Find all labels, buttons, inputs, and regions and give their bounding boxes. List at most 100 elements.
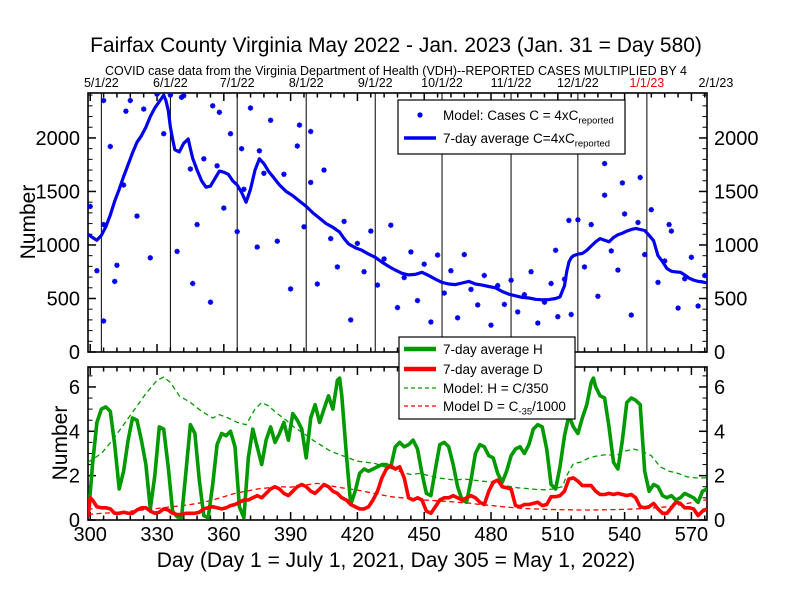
circle xyxy=(108,145,112,148)
date-label: 6/1/22 xyxy=(153,76,188,90)
case-point xyxy=(495,282,501,289)
circle xyxy=(148,256,152,260)
y-tick-label-right: 2 xyxy=(714,466,725,488)
circle xyxy=(509,278,513,282)
case-point xyxy=(147,255,154,261)
case-point xyxy=(648,206,654,213)
case-point xyxy=(475,302,481,308)
case-point xyxy=(408,249,414,255)
case-point xyxy=(655,279,661,286)
circle xyxy=(95,269,99,273)
case-point xyxy=(666,221,672,228)
case-point xyxy=(515,309,521,315)
circle xyxy=(416,299,419,303)
circle xyxy=(262,171,266,175)
case-point xyxy=(216,109,223,116)
circle xyxy=(569,313,573,316)
case-point xyxy=(642,251,648,258)
h-avg-line xyxy=(88,376,707,520)
case-point xyxy=(261,170,267,177)
x-axis-label: Day (Day 1 = July 1, 2021, Day 305 = May… xyxy=(156,549,636,572)
case-point xyxy=(301,224,307,230)
path xyxy=(156,93,162,95)
case-point xyxy=(521,292,528,298)
circle xyxy=(180,95,183,99)
case-point xyxy=(234,228,240,235)
circle xyxy=(355,241,359,245)
circle xyxy=(436,253,440,257)
circle xyxy=(329,237,333,241)
circle xyxy=(240,147,244,151)
case-point xyxy=(637,174,643,181)
case-point xyxy=(247,105,254,111)
circle xyxy=(482,274,486,277)
circle xyxy=(629,313,633,317)
case-point xyxy=(508,277,514,283)
case-point xyxy=(628,312,634,318)
circle xyxy=(113,279,117,283)
y-tick-label-right: 2000 xyxy=(714,128,759,150)
circle xyxy=(676,306,680,310)
case-point xyxy=(308,179,314,186)
circle xyxy=(249,106,252,110)
circle xyxy=(162,132,166,136)
y-tick-label: 6 xyxy=(69,377,80,399)
circle xyxy=(567,218,571,222)
case-point xyxy=(368,228,374,234)
case-point xyxy=(267,117,274,124)
case-point xyxy=(94,268,100,274)
circle xyxy=(195,223,199,227)
h-model-line xyxy=(88,376,707,491)
case-point xyxy=(575,217,581,223)
case-point xyxy=(428,319,434,325)
case-point xyxy=(174,248,180,255)
case-point xyxy=(178,94,185,101)
circle xyxy=(603,162,607,166)
circle xyxy=(422,262,426,266)
case-point xyxy=(214,163,220,169)
case-point xyxy=(682,276,688,282)
case-point xyxy=(448,268,454,274)
case-point xyxy=(238,145,245,152)
case-point xyxy=(294,143,300,149)
circle xyxy=(88,204,92,208)
circle xyxy=(309,180,313,184)
circle xyxy=(522,293,526,297)
case-point xyxy=(221,205,227,211)
case-point xyxy=(123,108,129,114)
case-point xyxy=(608,248,614,254)
y-tick-label: 500 xyxy=(47,288,80,310)
chart-subtitle: COVID case data from the Virginia Depart… xyxy=(105,64,687,78)
circle xyxy=(596,294,600,298)
circle xyxy=(282,172,286,176)
circle xyxy=(188,167,192,171)
x-tick-label: 480 xyxy=(474,524,507,546)
circle xyxy=(429,320,433,324)
x-tick-label: 360 xyxy=(207,524,240,546)
circle xyxy=(315,282,319,286)
circle xyxy=(638,176,642,179)
circle xyxy=(128,99,132,102)
case-point xyxy=(194,221,200,228)
case-point xyxy=(668,228,675,234)
case-point xyxy=(227,130,234,137)
y-tick-label-right: 4 xyxy=(714,421,725,443)
circle xyxy=(703,274,707,277)
circle xyxy=(135,214,139,218)
case-point xyxy=(156,93,162,95)
circle xyxy=(202,157,206,161)
x-tick-label: 390 xyxy=(274,524,307,546)
case-point xyxy=(120,182,127,188)
date-label: 9/1/22 xyxy=(358,76,393,90)
circle xyxy=(255,245,259,249)
case-point xyxy=(454,315,461,321)
circle xyxy=(583,265,586,269)
legend-label: Model: Cases C = 4xCreported xyxy=(443,108,614,127)
case-point xyxy=(328,235,334,242)
circle xyxy=(502,302,506,306)
date-label: 10/1/22 xyxy=(421,76,463,90)
circle xyxy=(409,250,413,254)
case-point xyxy=(254,244,260,250)
circle xyxy=(222,206,226,210)
